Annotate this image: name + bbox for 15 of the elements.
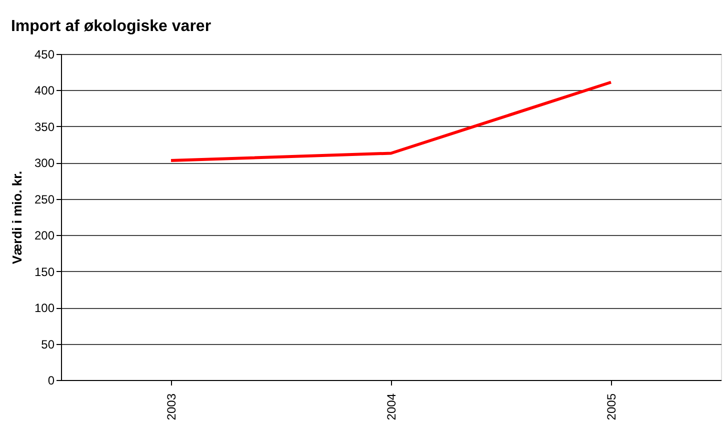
y-tick-label: 350	[34, 120, 55, 134]
y-tick-label: 200	[34, 228, 55, 243]
y-tick-label: 400	[34, 84, 55, 98]
chart-title: Import af økologiske varer	[10, 18, 212, 35]
x-tick-label: 2004	[384, 393, 398, 420]
y-tick-label: 150	[34, 264, 55, 279]
y-tick-label: 450	[34, 48, 55, 62]
y-tick-label: 300	[34, 156, 55, 170]
y-axis-title: Værdi i mio. kr.	[9, 170, 24, 264]
x-tick-label: 2005	[604, 393, 618, 420]
x-tick-label: 2003	[164, 393, 178, 420]
y-tick-label: 250	[34, 192, 55, 206]
y-tick-label: 50	[41, 337, 55, 352]
y-tick-label: 0	[48, 374, 55, 388]
y-tick-label: 100	[34, 301, 55, 316]
